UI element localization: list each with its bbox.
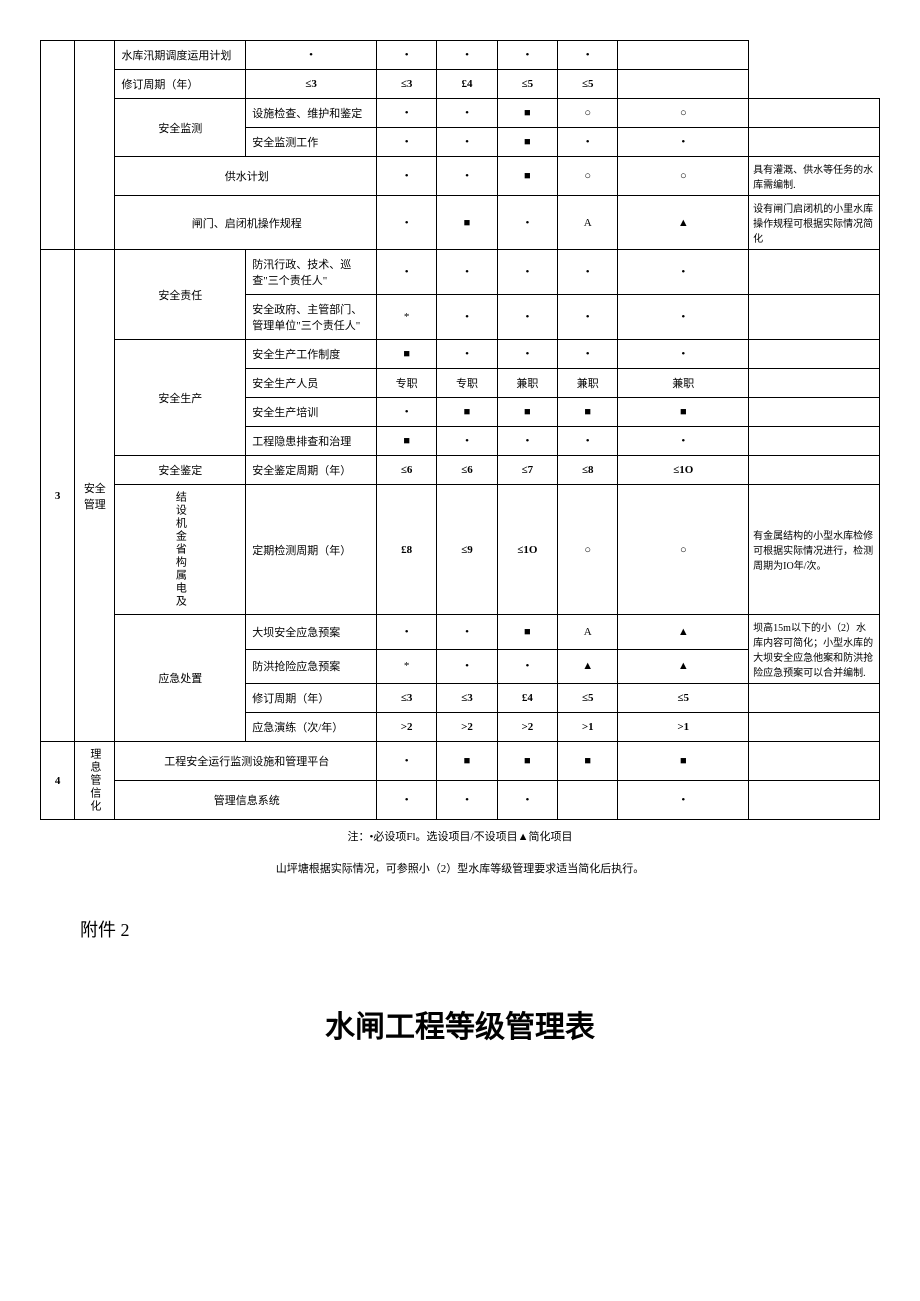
sub-note: 山坪塘根据实际情况，可参照小（2）型水库等级管理要求适当简化后执行。 (40, 860, 880, 876)
appendix-label: 附件 2 (80, 916, 880, 942)
management-table: 水库汛期调度运用计划•••••修订周期（年）≤3≤3£4≤5≤5安全监测设施检查… (40, 40, 880, 820)
section-title: 水闸工程等级管理表 (40, 1002, 880, 1046)
table-footnote: 注：•必设项Fl。选设项目/不设项目▲简化项目 (40, 828, 880, 844)
